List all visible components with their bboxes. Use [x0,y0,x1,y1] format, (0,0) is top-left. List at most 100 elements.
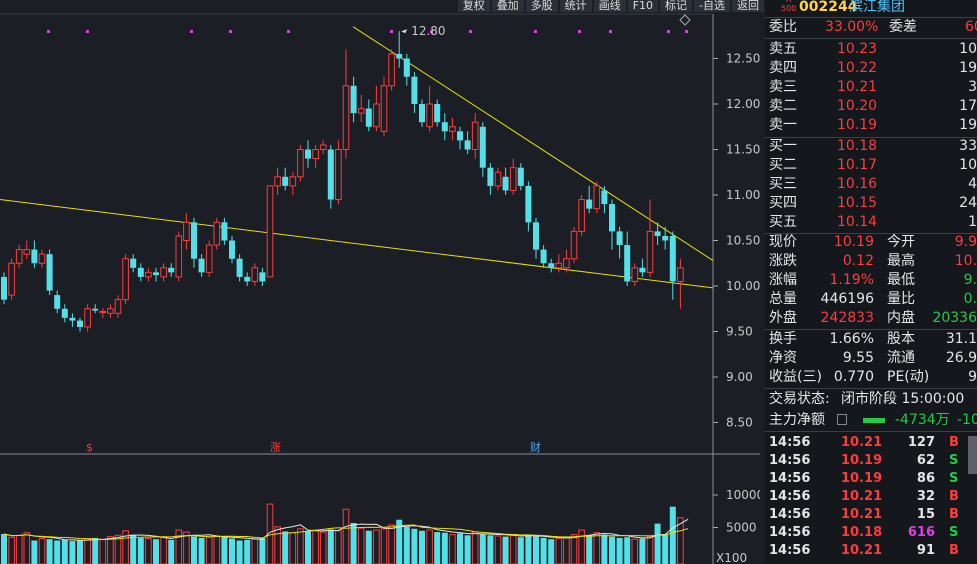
candle-body [677,267,684,282]
main-flow-value: -4734万 [895,412,950,428]
tick-row: 14:56 10.18 616 S [765,523,977,542]
tick-price: 10.21 [841,489,883,504]
candle-body [502,176,509,191]
volume-bar [84,538,91,564]
quote-label: 涨幅 [769,272,797,288]
fund-label: 净资 [769,350,797,366]
candle-body [114,299,122,314]
candle-body [69,317,76,321]
candle-body [548,263,555,268]
high-marker: 12.80 [411,24,445,38]
volume-bar [205,536,213,564]
candle-body [373,103,380,128]
tick-price: 10.21 [841,435,883,450]
toolbar-button-5[interactable]: F10 [627,0,659,12]
volume-bar [153,539,159,564]
candle-body [570,230,578,260]
candle-body [107,308,114,314]
volume-bar [502,536,509,564]
event-dot [667,30,670,33]
candle-body [396,53,403,59]
volume-bar [221,536,228,564]
toolbar-button-0[interactable]: 复权 [457,0,490,12]
price-tick-label: 8.50 [726,416,753,430]
volume-bar [198,537,205,564]
toolbar-button-1[interactable]: 叠加 [491,0,524,12]
quote-value2: 10. [954,253,977,269]
tick-row: 14:56 10.21 32 B [765,487,977,506]
ask-volume: 19 [959,117,977,133]
candle-body [77,320,83,327]
volume-bar [464,535,471,564]
volume-bar [669,506,676,564]
fund-value2: 31.1 [945,331,977,347]
toolbar-button-7[interactable]: -自选 [694,0,730,12]
trade-status-value: 闭市阶段 15:00:00 [841,391,965,407]
event-dot [609,30,612,33]
toolbar-button-2[interactable]: 多股 [525,0,558,12]
volume-bar [616,537,623,564]
diamond-icon [679,14,691,26]
order-ratio-label: 委比 [769,19,797,35]
main-flow-row: 主力净额 -4734万 -10 [765,411,977,430]
fund-value2: 26.9 [945,350,977,366]
candle-body [31,249,38,264]
list-icon[interactable] [837,414,847,425]
tick-time: 14:56 [769,453,811,468]
event-marker: $ [86,441,93,454]
bid-price: 10.17 [837,157,878,173]
bid-row: 买四 10.15 24 [765,194,977,213]
volume-bar [533,536,539,564]
tick-side: S [949,471,959,486]
candle-body [419,104,425,123]
quote-panel: R 500 002244 滨江集团 委比 33.00% 委差 60 交易状态: … [765,0,977,564]
volume-bar [107,536,114,564]
ask-label: 卖四 [769,60,797,76]
candle-body [84,308,91,328]
volume-bar [137,537,144,564]
event-dot [430,30,433,33]
tick-time: 14:56 [769,525,811,540]
candle-body [205,244,213,273]
volume-bar [259,537,266,564]
ticks-scrollbar[interactable] [968,436,977,474]
ask-volume: 10 [959,41,977,57]
candle-body [122,258,129,301]
volume-bar [411,528,418,564]
candle-body [259,272,266,282]
candle-body [555,262,563,269]
volume-bar [282,531,289,564]
candle-body [494,171,502,187]
fund-value: 1.66% [829,331,874,347]
kline-chart[interactable]: 12.50 12.00 11.50 11.00 10.50 10.00 9.50 9.00 8.… [0,0,760,564]
quote-value2: 20336 [932,310,977,326]
event-dot [190,30,193,33]
candle-body [183,221,190,242]
toolbar-button-6[interactable]: 标记 [660,0,693,12]
candle-body [168,267,175,273]
tick-volume: 15 [916,507,935,522]
quote-label: 现价 [769,234,797,250]
volume-bar [350,522,357,564]
volume-bar [213,535,221,564]
volume-bar [229,538,235,564]
toolbar-button-3[interactable]: 统计 [559,0,592,12]
ask-price: 10.21 [837,79,878,95]
tick-volume: 86 [916,471,935,486]
quote-label2: 量比 [887,291,915,307]
candle-body [662,235,669,241]
toolbar-button-4[interactable]: 画线 [593,0,626,12]
volume-bar [183,531,190,564]
tick-price: 10.19 [841,471,883,486]
fund-row: 净资 9.55 流通 26.9 [765,349,977,368]
volume-bar [92,537,99,564]
toolbar-button-8[interactable]: 返回 [732,0,764,12]
candle-body [221,222,228,241]
candle-body [601,190,608,205]
bid-row: 买二 10.17 10 [765,156,977,175]
event-dot [390,30,393,33]
candle-body [380,85,388,132]
event-marker: 涨 [270,441,281,454]
candle-body [669,235,676,282]
volume-bar [548,539,555,564]
